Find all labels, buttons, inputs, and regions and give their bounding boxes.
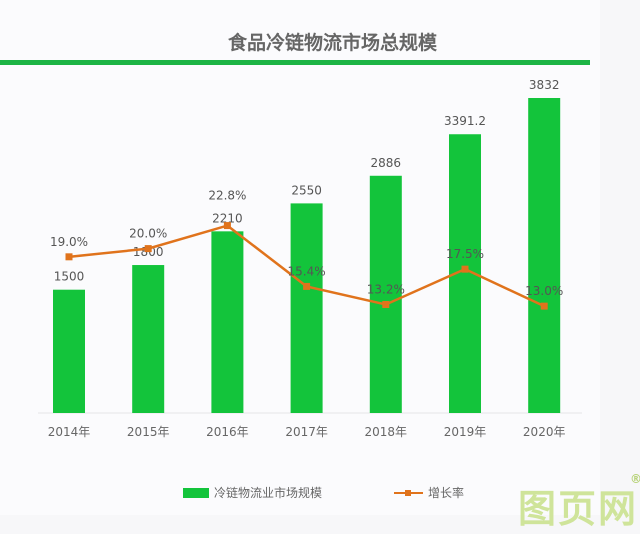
growth-rate-point xyxy=(223,222,231,230)
x-tick-label: 2020年 xyxy=(523,425,566,439)
growth-rate-label: 13.0% xyxy=(525,284,563,298)
x-tick-label: 2018年 xyxy=(365,425,408,439)
bar-value-label: 2210 xyxy=(212,211,243,225)
growth-rate-label: 17.5% xyxy=(446,247,484,261)
growth-rate-point xyxy=(382,300,390,308)
x-tick-label: 2017年 xyxy=(285,425,328,439)
legend-line-marker xyxy=(405,490,411,496)
growth-rate-point xyxy=(303,282,311,290)
bar xyxy=(53,289,85,413)
chart-title: 食品冷链物流市场总规模 xyxy=(227,32,437,54)
x-tick-label: 2016年 xyxy=(206,425,249,439)
growth-rate-label: 19.0% xyxy=(50,235,88,249)
growth-rate-point xyxy=(540,302,548,310)
x-tick-label: 2014年 xyxy=(48,425,91,439)
growth-rate-point xyxy=(461,265,469,273)
growth-rate-point xyxy=(144,245,152,253)
bar-value-label: 3391.2 xyxy=(444,114,486,128)
legend-bar-label: 冷链物流业市场规模 xyxy=(214,485,322,500)
bar xyxy=(369,175,402,413)
title-underline xyxy=(0,60,590,65)
x-tick-label: 2019年 xyxy=(444,425,487,439)
bar-value-label: 2550 xyxy=(291,183,322,197)
growth-rate-point xyxy=(65,253,73,261)
growth-rate-label: 20.0% xyxy=(129,227,167,241)
x-tick-label: 2015年 xyxy=(127,425,170,439)
legend-line-label: 增长率 xyxy=(428,485,464,500)
bar xyxy=(132,265,165,413)
growth-rate-label: 13.2% xyxy=(367,282,405,296)
bar xyxy=(528,98,561,414)
bar xyxy=(290,203,323,413)
bar xyxy=(211,231,244,413)
bar-value-label: 2886 xyxy=(371,156,402,170)
growth-rate-label: 22.8% xyxy=(208,189,246,203)
growth-rate-label: 15.4% xyxy=(288,264,326,278)
legend-bar-swatch xyxy=(183,488,209,498)
watermark-logo: 图页网 ® xyxy=(518,472,640,531)
bar-value-label: 3832 xyxy=(529,78,560,92)
bar-value-label: 1500 xyxy=(54,270,85,284)
